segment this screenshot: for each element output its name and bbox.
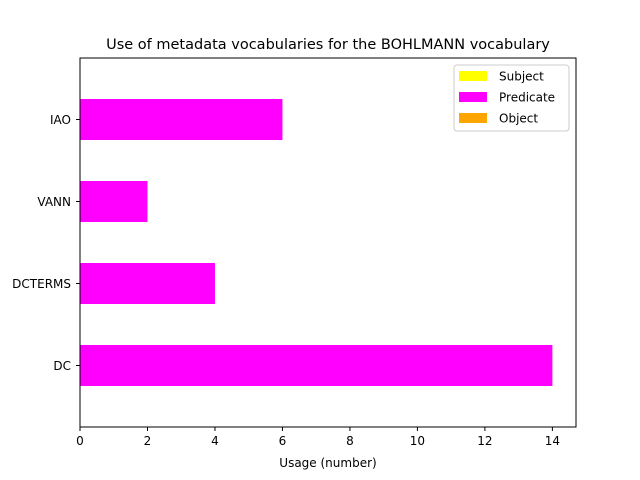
x-axis-label: Usage (number) [279,456,376,470]
x-tick-label: 14 [545,434,560,448]
legend-label-subject: Subject [499,70,544,84]
y-tick-label: DCTERMS [12,277,71,291]
legend-swatch-predicate [459,92,487,102]
plot-frame [79,57,577,428]
bar-iao-predicate [80,99,283,140]
bar-dc-predicate [80,345,553,386]
bars-layer [80,99,553,386]
x-tick-label: 4 [211,434,219,448]
x-tick-label: 0 [76,434,84,448]
legend-label-predicate: Predicate [499,91,555,105]
x-tick-label: 10 [410,434,425,448]
y-tick-label: DC [53,359,71,373]
x-tick-label: 2 [144,434,152,448]
x-tick-label: 6 [279,434,287,448]
x-tick-label: 8 [346,434,354,448]
x-axis: 0 2 4 6 8 10 12 14 [76,427,560,448]
bar-vann-predicate [80,181,148,222]
chart-title: Use of metadata vocabularies for the BOH… [106,37,550,53]
legend-swatch-subject [459,71,487,81]
y-tick-label: VANN [37,195,71,209]
y-tick-label: IAO [50,113,71,127]
x-tick-label: 12 [477,434,492,448]
legend-label-object: Object [499,112,538,126]
bar-dcterms-predicate [80,263,215,304]
legend-swatch-object [459,113,487,123]
y-axis: DC DCTERMS VANN IAO [12,113,80,373]
legend: Subject Predicate Object [453,64,570,132]
